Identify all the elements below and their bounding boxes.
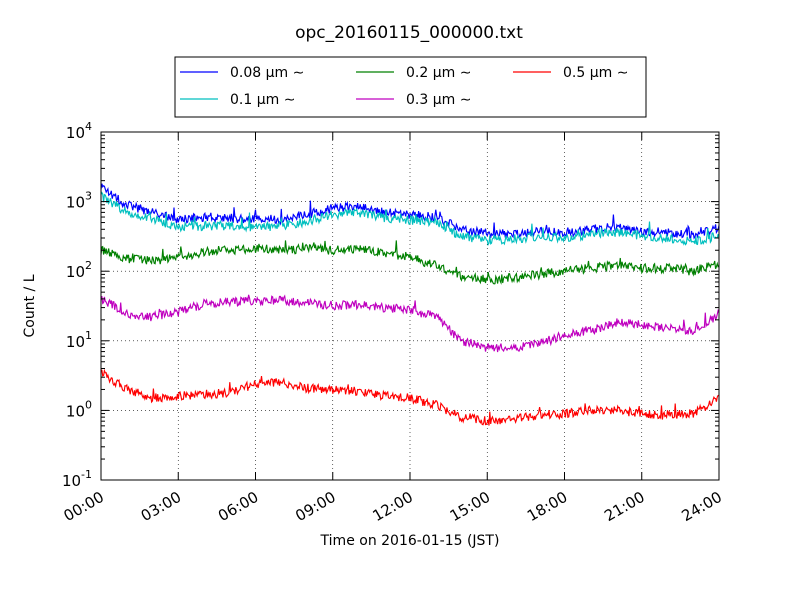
series-line <box>100 191 720 247</box>
legend: 0.08 μm ∼ 0.1 μm ∼ 0.2 μm ∼ 0.3 μm ∼ 0.5 μm … <box>174 56 647 118</box>
x-tick-label: 00:00 <box>61 488 107 525</box>
axis-ticks <box>100 131 720 481</box>
x-tick-label: 06:00 <box>215 488 261 525</box>
chart-title: opc_20160115_000000.txt <box>295 23 523 43</box>
series-group <box>100 183 720 426</box>
y-tick-label: 10-1 <box>62 468 92 490</box>
x-tick-labels: 00:00 03:00 06:00 09:00 12:00 15:00 18:00 21:00… <box>61 488 725 525</box>
y-tick-label: 101 <box>66 329 92 351</box>
legend-label: 0.08 μm ∼ <box>230 65 304 81</box>
x-tick-label: 15:00 <box>447 488 493 525</box>
legend-label: 0.1 μm ∼ <box>230 92 295 108</box>
y-tick-label: 103 <box>66 190 92 212</box>
y-tick-label: 104 <box>66 120 92 142</box>
y-tick-label: 102 <box>66 259 92 281</box>
legend-box <box>174 56 647 118</box>
legend-label: 0.3 μm ∼ <box>406 92 471 108</box>
series-line <box>100 240 720 285</box>
y-tick-label: 100 <box>66 398 92 420</box>
series-line <box>100 368 720 426</box>
x-tick-label: 18:00 <box>524 488 570 525</box>
x-axis-label: Time on 2016-01-15 (JST) <box>320 533 500 549</box>
series-line <box>100 294 720 353</box>
x-tick-label: 12:00 <box>370 488 416 525</box>
x-tick-label: 24:00 <box>679 488 725 525</box>
x-tick-label: 21:00 <box>601 488 647 525</box>
y-axis-label: Count / L <box>22 274 38 337</box>
y-tick-labels: 10-1 100 101 102 103 104 <box>62 120 92 490</box>
x-tick-label: 09:00 <box>292 488 338 525</box>
legend-label: 0.5 μm ∼ <box>563 65 628 81</box>
legend-label: 0.2 μm ∼ <box>406 65 471 81</box>
series-line <box>100 183 720 240</box>
x-tick-label: 03:00 <box>138 488 184 525</box>
grid <box>101 132 719 480</box>
